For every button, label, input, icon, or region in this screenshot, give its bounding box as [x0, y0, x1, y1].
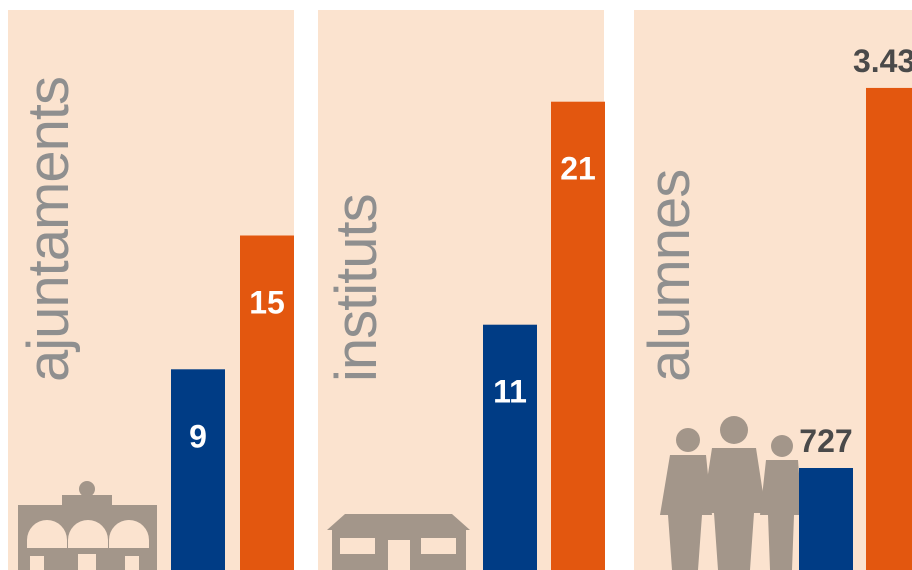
- chart-title: instituts: [324, 194, 389, 382]
- infographic: ajuntaments 9 15 instituts 11 21 alumnes 727 3.4…: [0, 0, 912, 570]
- bar: [799, 468, 853, 570]
- value-label: 9: [189, 418, 207, 454]
- value-label: 727: [799, 423, 852, 459]
- chart-title: ajuntaments: [16, 77, 81, 382]
- people-icon: [660, 416, 802, 570]
- bar: [483, 325, 537, 570]
- value-label: 3.436: [853, 43, 912, 79]
- value-label: 11: [493, 374, 527, 410]
- bar: [866, 88, 912, 570]
- page: ajuntaments 9 15 instituts 11 21 alumnes 727 3.4…: [0, 0, 912, 570]
- value-label: 15: [249, 285, 285, 321]
- chart-title: alumnes: [637, 170, 702, 382]
- value-label: 21: [560, 151, 596, 187]
- school-icon: [327, 514, 470, 570]
- bar: [171, 369, 225, 570]
